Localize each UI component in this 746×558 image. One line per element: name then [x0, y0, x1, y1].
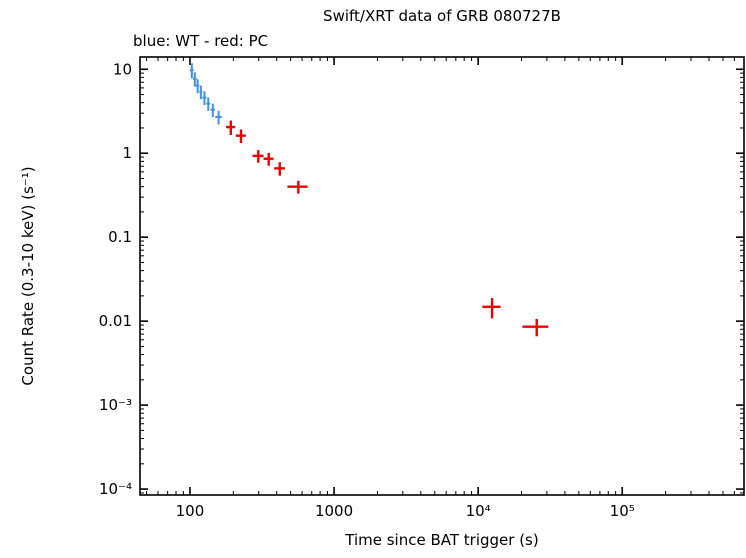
- x-tick-labels: 100 1000 10⁴ 10⁵: [176, 502, 635, 520]
- y-axis-label: Count Rate (0.3-10 keV) (s⁻¹): [19, 166, 37, 386]
- svg-text:10⁻⁴: 10⁻⁴: [99, 480, 132, 498]
- svg-text:1000: 1000: [315, 502, 353, 520]
- svg-text:10⁵: 10⁵: [610, 502, 635, 520]
- svg-text:10⁴: 10⁴: [466, 502, 491, 520]
- chart-legend-note: blue: WT - red: PC: [133, 32, 269, 50]
- svg-text:0.1: 0.1: [108, 228, 132, 246]
- svg-text:100: 100: [176, 502, 205, 520]
- svg-text:0.01: 0.01: [99, 312, 132, 330]
- svg-text:10⁻³: 10⁻³: [99, 396, 132, 414]
- tick-marks: [140, 57, 744, 495]
- y-tick-labels: 10 1 0.1 0.01 10⁻³ 10⁻⁴: [99, 60, 132, 498]
- chart-title: Swift/XRT data of GRB 080727B: [323, 7, 561, 25]
- series-PC: [226, 120, 549, 337]
- series-WT: [189, 63, 222, 125]
- svg-text:10: 10: [113, 60, 132, 78]
- axis-frame: [139, 56, 745, 496]
- x-axis-label: Time since BAT trigger (s): [345, 531, 539, 549]
- svg-text:1: 1: [122, 144, 132, 162]
